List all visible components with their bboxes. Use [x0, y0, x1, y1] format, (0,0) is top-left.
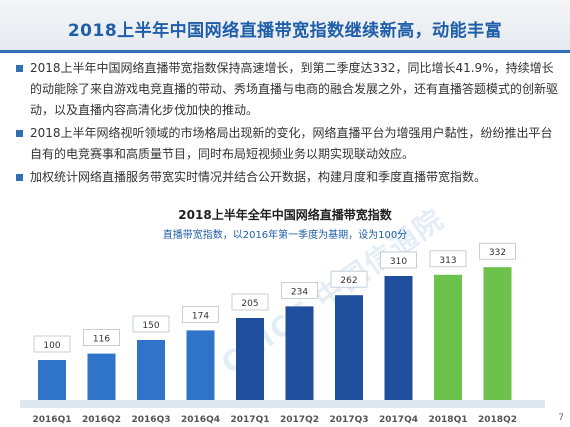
bullet-text: 2018上半年中国网络直播带宽指数保持高速增长，到第二季度达332，同比增长41… [30, 61, 559, 117]
value-label: 116 [93, 335, 110, 345]
value-label: 150 [142, 321, 159, 331]
x-tick-label: 2016Q3 [132, 415, 171, 425]
page-number: 7 [558, 413, 564, 423]
value-label-box [380, 251, 417, 269]
bullet-text: 加权统计网络直播服务带宽实时情况并结合公开数据，构建月度和季度直播带宽指数。 [30, 170, 487, 184]
bullet-list: 2018上半年中国网络直播带宽指数保持高速增长，到第二季度达332，同比增长41… [14, 58, 562, 190]
value-label: 174 [192, 311, 209, 321]
value-label-box [330, 270, 368, 288]
bar-2018Q2 [483, 267, 512, 400]
value-label-box [83, 329, 120, 346]
value-label: 234 [291, 287, 308, 297]
bar-2016Q1 [38, 360, 66, 400]
header-bar [0, 0, 570, 53]
bullet-square-icon [16, 65, 23, 72]
bar-2017Q1 [236, 318, 264, 400]
x-tick-label: 2016Q1 [33, 415, 72, 425]
bar-2017Q3 [335, 295, 363, 400]
value-label-box [479, 242, 516, 260]
chart-subtitle: 直播带宽指数，以2016年第一季度为基期，设为100分 [162, 230, 408, 241]
bullet-item: 加权统计网络直播服务带宽实时情况并结合公开数据，构建月度和季度直播带宽指数。 [14, 167, 562, 188]
value-label-box [231, 293, 269, 311]
value-label: 313 [439, 256, 456, 266]
bar-chart: 100 2016Q1 116 2016Q2 150 2016Q3 174 2016Q4 205 2… [20, 242, 545, 425]
value-label: 100 [43, 341, 60, 351]
value-label: 332 [489, 248, 506, 258]
x-tick-label: 2016Q4 [181, 415, 220, 425]
x-tick-label: 2017Q2 [280, 415, 319, 425]
x-tick-label: 2016Q2 [82, 415, 121, 425]
value-label-box [281, 282, 318, 299]
x-tick-label: 2017Q4 [379, 415, 418, 425]
value-label-box [33, 335, 71, 353]
value-label: 310 [390, 257, 407, 267]
value-label-box [182, 306, 219, 323]
chart-title: 2018上半年全年中国网络直播带宽指数 [178, 208, 392, 222]
bar-2017Q4 [384, 276, 413, 400]
bar-2016Q3 [137, 340, 165, 400]
x-tick-label: 2017Q1 [231, 415, 270, 425]
bar-2016Q4 [186, 330, 215, 400]
bullet-item: 2018上半年网络视听领域的市场格局出现新的变化，网络直播平台为增强用户黏性，纷… [14, 123, 562, 165]
bullet-item: 2018上半年中国网络直播带宽指数保持高速增长，到第二季度达332，同比增长41… [14, 58, 562, 121]
chart-baseline [20, 400, 545, 408]
value-label: 262 [340, 276, 357, 286]
bullet-square-icon [16, 130, 23, 137]
value-label-box [429, 250, 467, 268]
bar-2017Q2 [285, 306, 314, 400]
x-tick-label: 2017Q3 [330, 415, 369, 425]
bar-2018Q1 [434, 274, 462, 400]
bullet-square-icon [16, 174, 23, 181]
value-label: 205 [241, 299, 258, 309]
bar-2016Q2 [87, 353, 116, 400]
value-label-box [132, 315, 170, 333]
page-title: 2018上半年中国网络直播带宽指数继续新高，动能丰富 [67, 21, 503, 41]
x-tick-label: 2018Q2 [478, 415, 517, 425]
bullet-text: 2018上半年网络视听领域的市场格局出现新的变化，网络直播平台为增强用户黏性，纷… [30, 126, 553, 161]
x-tick-label: 2018Q1 [429, 415, 468, 425]
